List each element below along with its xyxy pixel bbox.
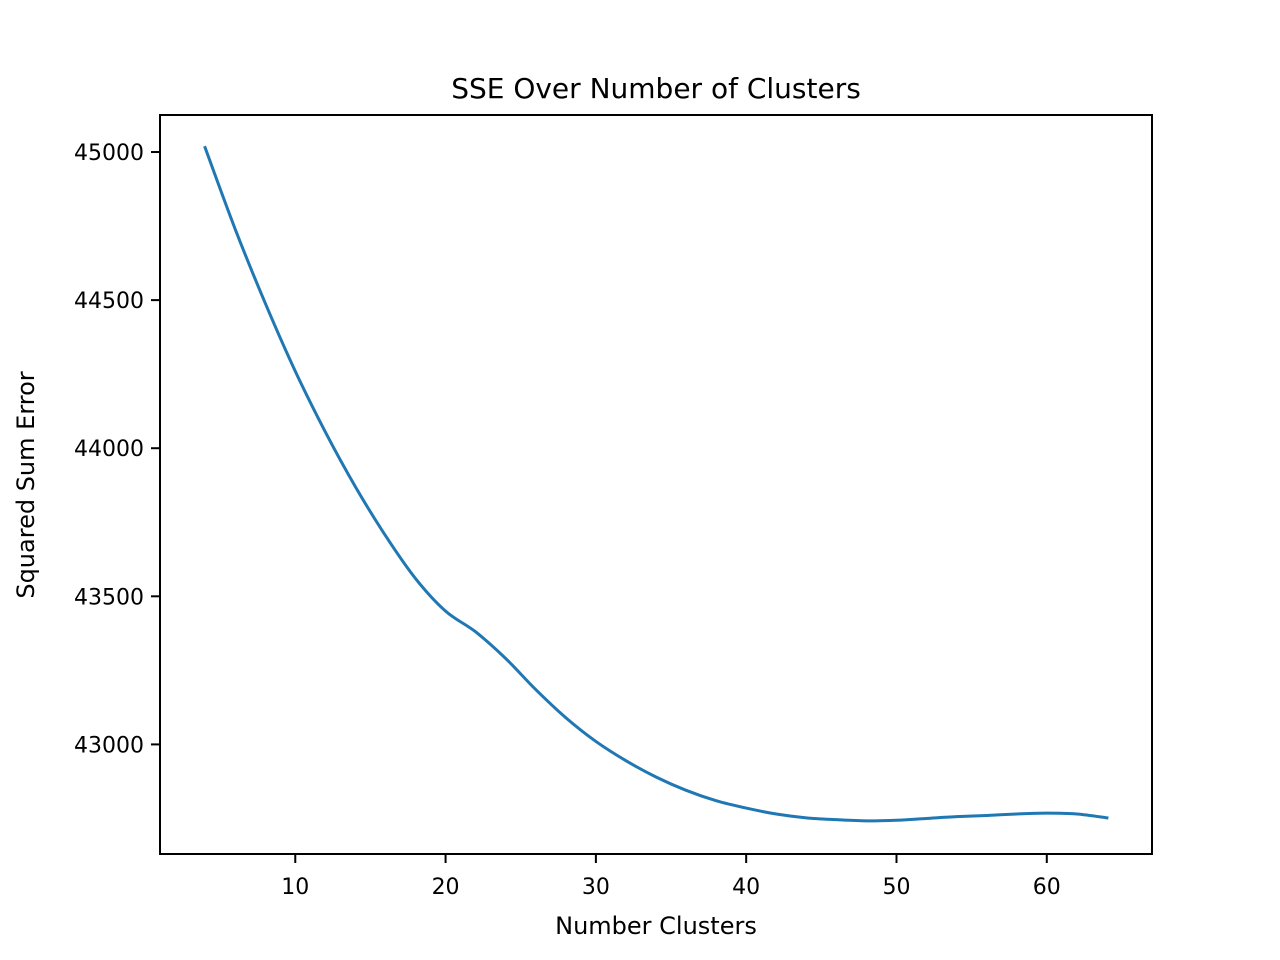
x-tick-label: 50 xyxy=(882,875,910,900)
y-axis-label: Squared Sum Error xyxy=(12,371,40,598)
y-tick-label: 44500 xyxy=(74,289,144,314)
y-tick-label: 43000 xyxy=(74,733,144,758)
y-tick-label: 45000 xyxy=(74,141,144,166)
x-tick-label: 30 xyxy=(582,875,610,900)
x-tick-label: 40 xyxy=(732,875,760,900)
y-tick-label: 44000 xyxy=(74,437,144,462)
x-axis-label: Number Clusters xyxy=(555,912,757,940)
x-tick-label: 10 xyxy=(281,875,309,900)
ticks-layer: 10 20 30 40 50 60 43000 43500 44000 44500 45000 xyxy=(74,141,1061,900)
series-layer xyxy=(203,145,1109,823)
plot-frame xyxy=(159,114,1153,855)
x-tick-label: 60 xyxy=(1033,875,1061,900)
x-tick-label: 20 xyxy=(432,875,460,900)
y-tick-label: 43500 xyxy=(74,585,144,610)
sse-series-line xyxy=(203,145,1109,823)
chart-title: SSE Over Number of Clusters xyxy=(451,72,861,105)
